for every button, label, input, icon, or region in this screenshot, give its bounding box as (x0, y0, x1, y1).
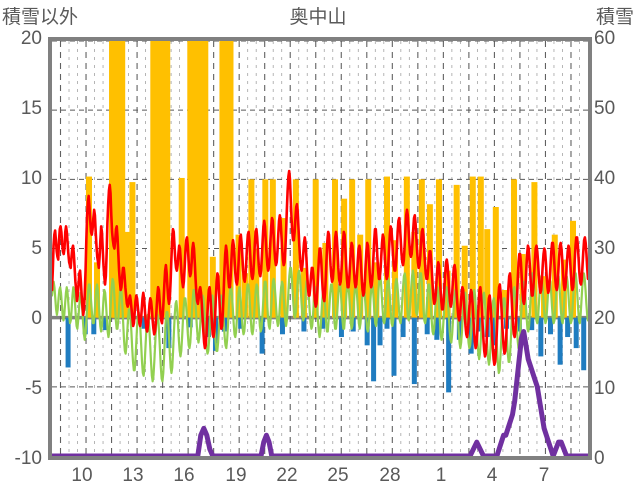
left-tick-0: 0 (31, 308, 42, 329)
left-tick-10: 10 (20, 168, 42, 189)
left-tick-15: 15 (20, 98, 42, 119)
plot-area (48, 37, 592, 460)
left-tick-20: 20 (20, 28, 42, 49)
red-line (52, 169, 588, 367)
x-tick-1: 1 (435, 465, 447, 486)
x-tick-7: 7 (538, 465, 550, 486)
x-tick-22: 22 (276, 465, 298, 486)
left-tick-5: 5 (31, 238, 42, 259)
x-tick-25: 25 (327, 465, 349, 486)
right-axis-title: 積雪 (595, 7, 634, 28)
x-tick-19: 19 (225, 465, 247, 486)
x-tick-28: 28 (379, 465, 401, 486)
purple-line-snow-depth (52, 329, 588, 456)
left-tick-m10: -10 (14, 448, 42, 469)
page-title: 奥中山 (289, 7, 347, 28)
x-tick-13: 13 (122, 465, 144, 486)
right-tick-20: 20 (594, 308, 616, 329)
gridlines (52, 41, 588, 456)
x-tick-4: 4 (486, 465, 498, 486)
green-line (52, 266, 588, 383)
right-tick-10: 10 (594, 378, 616, 399)
plot-canvas (52, 41, 588, 456)
left-axis-title: 積雪以外 (2, 7, 79, 28)
chart-svg (52, 41, 588, 456)
right-tick-60: 60 (594, 28, 616, 49)
right-tick-50: 50 (594, 98, 616, 119)
left-tick-m5: -5 (25, 378, 42, 399)
x-tick-10: 10 (71, 465, 93, 486)
right-tick-30: 30 (594, 238, 616, 259)
x-tick-16: 16 (173, 465, 195, 486)
right-tick-0: 0 (594, 448, 605, 469)
right-tick-40: 40 (594, 168, 616, 189)
